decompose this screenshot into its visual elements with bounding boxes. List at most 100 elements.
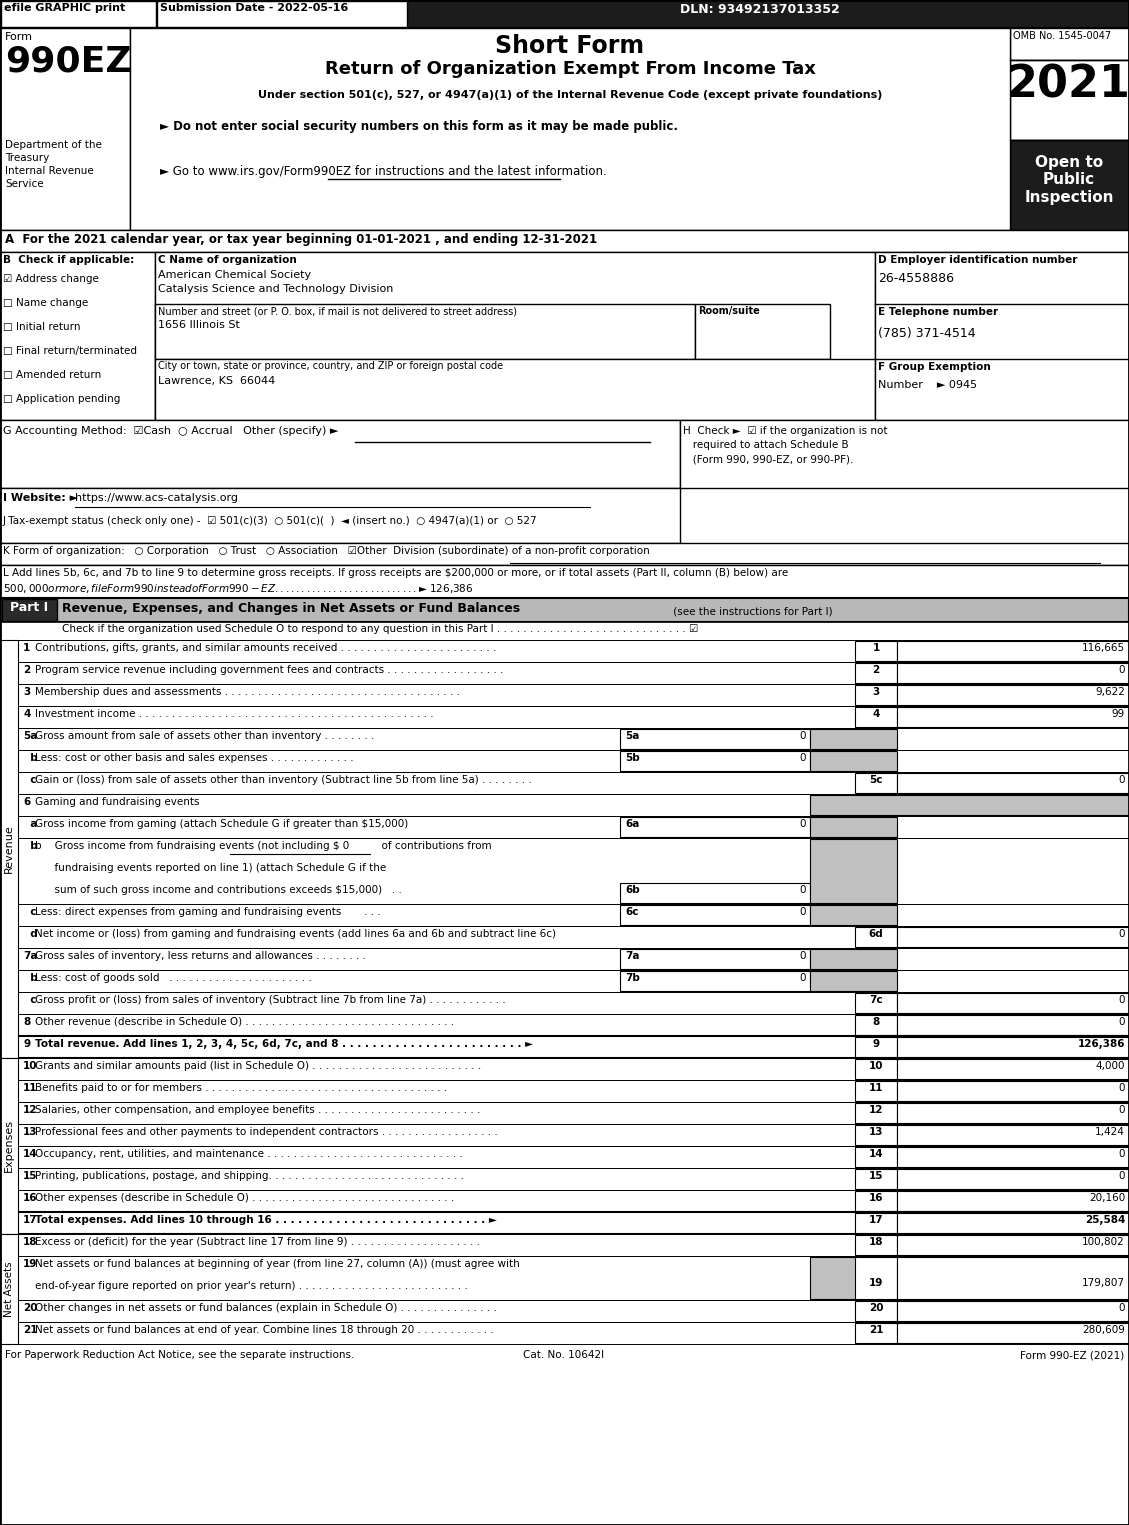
Text: 1,424: 1,424	[1095, 1127, 1124, 1138]
Text: Program service revenue including government fees and contracts . . . . . . . . : Program service revenue including govern…	[35, 665, 504, 676]
Text: DLN: 93492137013352: DLN: 93492137013352	[680, 3, 840, 15]
Text: 19: 19	[23, 1260, 37, 1269]
Text: Less: cost of goods sold   . . . . . . . . . . . . . . . . . . . . . .: Less: cost of goods sold . . . . . . . .…	[35, 973, 312, 984]
Text: Catalysis Science and Technology Division: Catalysis Science and Technology Divisio…	[158, 284, 393, 294]
Bar	[0, 991, 1129, 1014]
Text: 0: 0	[1119, 994, 1124, 1005]
Text: Total expenses. Add lines 10 through 16 . . . . . . . . . . . . . . . . . . . . : Total expenses. Add lines 10 through 16 …	[35, 1215, 497, 1225]
Text: 0: 0	[799, 819, 806, 830]
Text: efile GRAPHIC print: efile GRAPHIC print	[5, 3, 125, 14]
Bar	[155, 358, 875, 419]
Text: 0: 0	[1119, 929, 1124, 939]
Bar	[1010, 59, 1129, 140]
Text: J Tax-exempt status (check only one) -  ☑ 501(c)(3)  ○ 501(c)(  )  ◄ (insert no.: J Tax-exempt status (check only one) - ☑…	[3, 515, 537, 526]
Text: 3: 3	[23, 686, 30, 697]
Bar	[875, 252, 1129, 419]
Bar	[0, 1014, 1129, 1035]
Bar	[695, 303, 830, 358]
Text: ► Do not enter social security numbers on this form as it may be made public.: ► Do not enter social security numbers o…	[160, 120, 679, 133]
Bar	[0, 904, 1129, 926]
Text: 10: 10	[868, 1061, 883, 1071]
Bar	[0, 1257, 1129, 1299]
Bar	[0, 419, 680, 488]
Bar	[809, 1257, 898, 1299]
Bar	[809, 817, 898, 837]
Text: Other changes in net assets or fund balances (explain in Schedule O) . . . . . .: Other changes in net assets or fund bala…	[35, 1302, 497, 1313]
Text: 21: 21	[23, 1325, 37, 1334]
Text: Short Form: Short Form	[496, 34, 645, 58]
Bar	[0, 640, 1129, 662]
Text: City or town, state or province, country, and ZIP or foreign postal code: City or town, state or province, country…	[158, 361, 504, 371]
Text: Membership dues and assessments . . . . . . . . . . . . . . . . . . . . . . . . : Membership dues and assessments . . . . …	[35, 686, 460, 697]
Bar	[620, 949, 809, 968]
Bar	[855, 1191, 898, 1211]
Bar	[898, 1324, 1129, 1344]
Text: ► Go to www.irs.gov/Form990EZ for instructions and the latest information.: ► Go to www.irs.gov/Form990EZ for instru…	[160, 165, 606, 178]
Text: Part I: Part I	[10, 601, 49, 615]
Text: Total revenue. Add lines 1, 2, 3, 4, 5c, 6d, 7c, and 8 . . . . . . . . . . . . .: Total revenue. Add lines 1, 2, 3, 4, 5c,…	[35, 1039, 533, 1049]
Text: □ Amended return: □ Amended return	[3, 371, 102, 380]
Text: 4: 4	[873, 709, 879, 718]
Text: 0: 0	[799, 730, 806, 741]
Text: b    Gross income from fundraising events (not including $ 0: b Gross income from fundraising events (…	[35, 840, 349, 851]
Text: 9,622: 9,622	[1095, 686, 1124, 697]
Text: 9: 9	[23, 1039, 30, 1049]
Bar	[0, 252, 155, 419]
Bar	[0, 1168, 1129, 1190]
Bar	[0, 839, 1129, 904]
Bar	[855, 993, 898, 1013]
Text: Number    ► 0945: Number ► 0945	[878, 380, 977, 390]
Text: □ Name change: □ Name change	[3, 297, 88, 308]
Text: 20: 20	[868, 1302, 883, 1313]
Text: OMB No. 1545-0047: OMB No. 1545-0047	[1013, 30, 1111, 41]
Bar	[898, 663, 1129, 683]
Bar	[809, 729, 898, 749]
Text: (see the instructions for Part I): (see the instructions for Part I)	[669, 605, 832, 616]
Bar	[809, 904, 898, 926]
Text: □ Application pending: □ Application pending	[3, 393, 121, 404]
Bar	[855, 708, 898, 727]
Text: 7a: 7a	[23, 952, 37, 961]
Text: Investment income . . . . . . . . . . . . . . . . . . . . . . . . . . . . . . . : Investment income . . . . . . . . . . . …	[35, 709, 434, 718]
Text: 1656 Illinois St: 1656 Illinois St	[158, 320, 239, 329]
Text: 0: 0	[1119, 1017, 1124, 1026]
Bar	[898, 1016, 1129, 1035]
Bar	[0, 1058, 18, 1234]
Bar	[855, 1324, 898, 1344]
Text: end-of-year figure reported on prior year's return) . . . . . . . . . . . . . . : end-of-year figure reported on prior yea…	[35, 1281, 467, 1292]
Text: 990EZ: 990EZ	[5, 44, 132, 78]
Bar	[0, 1080, 1129, 1103]
Text: $500,000 or more, file Form 990 instead of Form 990-EZ . . . . . . . . . . . . .: $500,000 or more, file Form 990 instead …	[3, 583, 473, 595]
Bar	[0, 1058, 1129, 1080]
Text: 6: 6	[23, 798, 30, 807]
Bar	[0, 1103, 1129, 1124]
Bar	[855, 1170, 898, 1190]
Bar	[0, 27, 130, 230]
Text: Other expenses (describe in Schedule O) . . . . . . . . . . . . . . . . . . . . : Other expenses (describe in Schedule O) …	[35, 1193, 454, 1203]
Text: Professional fees and other payments to independent contractors . . . . . . . . : Professional fees and other payments to …	[35, 1127, 498, 1138]
Text: American Chemical Society: American Chemical Society	[158, 270, 312, 281]
Bar	[0, 1234, 18, 1344]
Bar	[809, 949, 898, 968]
Bar	[1010, 140, 1129, 230]
Text: 14: 14	[868, 1148, 883, 1159]
Bar	[680, 419, 1129, 488]
Bar	[898, 993, 1129, 1013]
Text: Gain or (loss) from sale of assets other than inventory (Subtract line 5b from l: Gain or (loss) from sale of assets other…	[35, 775, 532, 785]
Bar	[898, 773, 1129, 793]
Text: Net Assets: Net Assets	[5, 1261, 14, 1316]
Text: 2: 2	[23, 665, 30, 676]
Bar	[620, 750, 809, 772]
Text: 116,665: 116,665	[1082, 644, 1124, 653]
Text: 2: 2	[873, 665, 879, 676]
Bar	[855, 1103, 898, 1122]
Text: H  Check ►  ☑ if the organization is not: H Check ► ☑ if the organization is not	[683, 425, 887, 436]
Bar	[898, 1103, 1129, 1122]
Bar	[0, 727, 1129, 750]
Text: 25,584: 25,584	[1085, 1215, 1124, 1225]
Text: 100,802: 100,802	[1083, 1237, 1124, 1247]
Text: 1: 1	[873, 644, 879, 653]
Text: fundraising events reported on line 1) (attach Schedule G if the: fundraising events reported on line 1) (…	[35, 863, 386, 872]
Text: b: b	[23, 840, 37, 851]
Bar	[0, 1124, 1129, 1145]
